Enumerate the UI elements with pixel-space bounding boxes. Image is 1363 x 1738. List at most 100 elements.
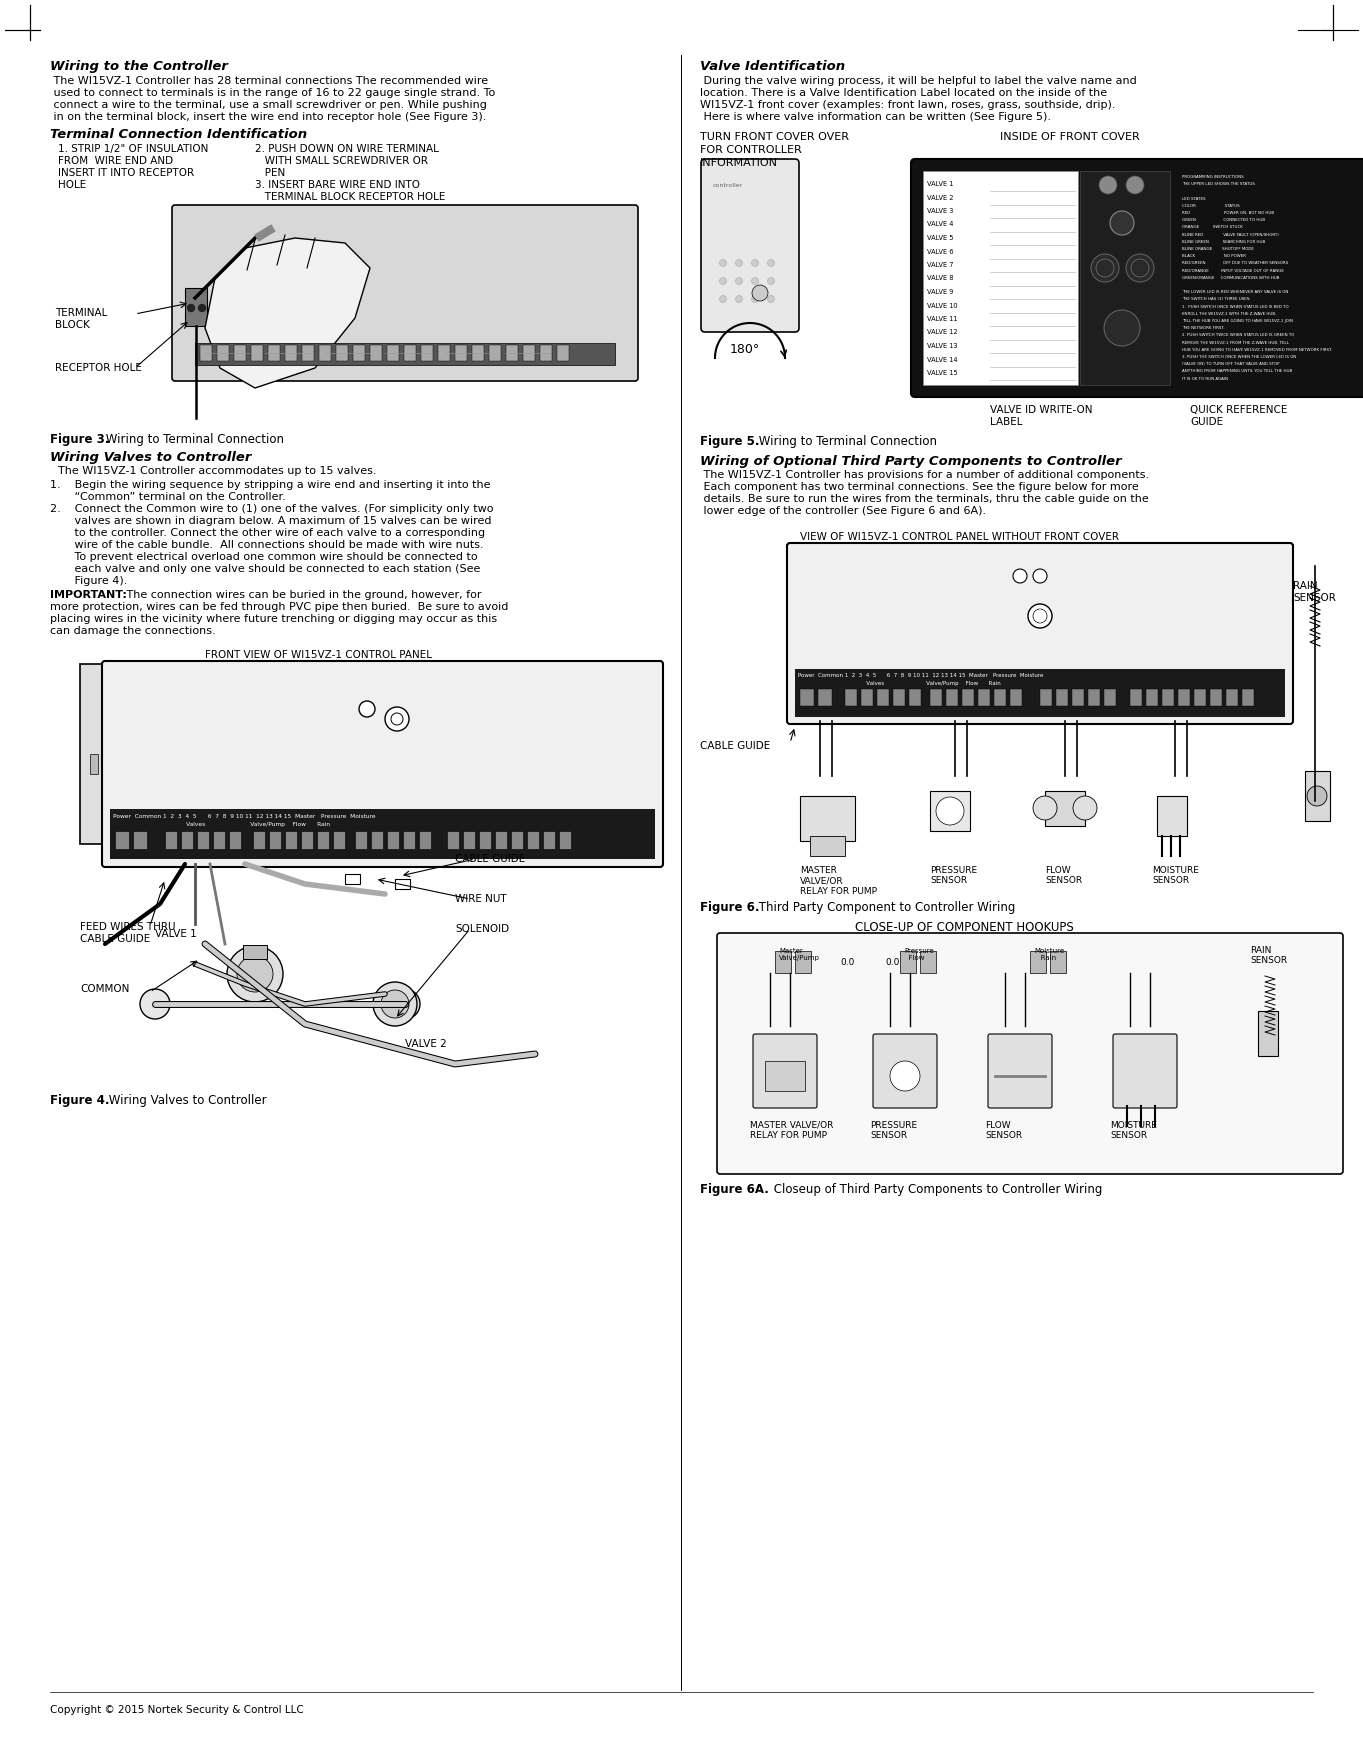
Text: TELL THE HUB YOU ARE GOING TO HAVE WI15VZ-1 JOIN: TELL THE HUB YOU ARE GOING TO HAVE WI15V… xyxy=(1182,320,1293,323)
Circle shape xyxy=(1028,605,1052,627)
Text: PRESSURE
SENSOR: PRESSURE SENSOR xyxy=(930,866,977,885)
Circle shape xyxy=(1013,568,1026,582)
Bar xyxy=(489,346,502,362)
Text: placing wires in the vicinity where future trenching or digging may occur as thi: placing wires in the vicinity where futu… xyxy=(50,614,497,624)
Bar xyxy=(395,879,410,890)
Text: ENROLL THE WI15VZ-1 WITH THE Z-WAVE HUB.: ENROLL THE WI15VZ-1 WITH THE Z-WAVE HUB. xyxy=(1182,311,1276,316)
Text: VALVE 5: VALVE 5 xyxy=(927,235,954,242)
Bar xyxy=(110,808,656,859)
Circle shape xyxy=(358,700,375,718)
Bar xyxy=(540,346,552,362)
Text: VALVE 1: VALVE 1 xyxy=(155,930,196,939)
Text: VALVE 3: VALVE 3 xyxy=(927,209,953,214)
Bar xyxy=(463,831,474,848)
Bar xyxy=(1056,688,1069,706)
Bar xyxy=(495,831,507,848)
Text: IT IS OK TO RUN AGAIN: IT IS OK TO RUN AGAIN xyxy=(1182,377,1228,381)
Bar xyxy=(195,342,615,365)
Text: LABEL: LABEL xyxy=(990,417,1022,428)
Circle shape xyxy=(736,259,743,266)
Bar xyxy=(810,836,845,857)
Text: wire of the cable bundle.  All connections should be made with wire nuts.: wire of the cable bundle. All connection… xyxy=(50,541,484,549)
Text: RED/ORANGE          INPUT VOLTAGE OUT OF RANGE: RED/ORANGE INPUT VOLTAGE OUT OF RANGE xyxy=(1182,269,1284,273)
Text: CABLE GUIDE: CABLE GUIDE xyxy=(80,933,150,944)
Circle shape xyxy=(736,278,743,285)
Circle shape xyxy=(188,304,195,311)
Bar xyxy=(285,831,297,848)
Text: BLINK RED                VALVE FAULT (OPEN/SHORT): BLINK RED VALVE FAULT (OPEN/SHORT) xyxy=(1182,233,1278,236)
Bar xyxy=(301,831,313,848)
Text: The WI15VZ-1 Controller has 28 terminal connections The recommended wire: The WI15VZ-1 Controller has 28 terminal … xyxy=(50,76,488,85)
Bar xyxy=(542,831,555,848)
Bar xyxy=(930,688,942,706)
Bar xyxy=(1050,951,1066,973)
Text: PRESSURE
SENSOR: PRESSURE SENSOR xyxy=(870,1121,917,1140)
Text: Valves                        Valve/Pump    Flow      Rain: Valves Valve/Pump Flow Rain xyxy=(797,681,1000,687)
Bar xyxy=(213,831,225,848)
Bar xyxy=(1079,170,1169,386)
Text: RED/GREEN              OFF DUE TO WEATHER SENSORS: RED/GREEN OFF DUE TO WEATHER SENSORS xyxy=(1182,261,1288,266)
Circle shape xyxy=(890,1060,920,1091)
Bar xyxy=(229,831,241,848)
Bar xyxy=(1225,688,1238,706)
Circle shape xyxy=(1033,568,1047,582)
Bar xyxy=(795,669,1285,718)
Circle shape xyxy=(751,278,758,285)
Text: BLINK GREEN           SEARCHING FOR HUB: BLINK GREEN SEARCHING FOR HUB xyxy=(1182,240,1265,243)
Bar xyxy=(181,831,194,848)
FancyBboxPatch shape xyxy=(988,1034,1052,1109)
Bar xyxy=(134,831,147,848)
Bar xyxy=(403,346,416,362)
Text: VALVE 1: VALVE 1 xyxy=(927,181,953,188)
Text: used to connect to terminals is in the range of 16 to 22 gauge single strand. To: used to connect to terminals is in the r… xyxy=(50,89,495,97)
Bar xyxy=(114,831,129,848)
Bar xyxy=(1146,688,1159,706)
Bar xyxy=(243,945,267,959)
Circle shape xyxy=(1104,309,1139,346)
Text: Pressure
  Flow: Pressure Flow xyxy=(904,947,934,961)
FancyBboxPatch shape xyxy=(752,1034,816,1109)
Circle shape xyxy=(1126,254,1154,282)
Circle shape xyxy=(1109,210,1134,235)
Text: VALVE 15: VALVE 15 xyxy=(927,370,958,375)
Text: 3. INSERT BARE WIRE END INTO: 3. INSERT BARE WIRE END INTO xyxy=(255,181,420,189)
Text: CLOSE-UP OF COMPONENT HOOKUPS: CLOSE-UP OF COMPONENT HOOKUPS xyxy=(855,921,1074,933)
Bar xyxy=(303,346,313,362)
Text: Wiring of Optional Third Party Components to Controller: Wiring of Optional Third Party Component… xyxy=(701,455,1122,468)
Bar xyxy=(269,346,279,362)
Text: 2. PUSH DOWN ON WIRE TERMINAL: 2. PUSH DOWN ON WIRE TERMINAL xyxy=(255,144,439,155)
Bar xyxy=(994,688,1006,706)
Text: valves are shown in diagram below. A maximum of 15 valves can be wired: valves are shown in diagram below. A max… xyxy=(50,516,492,527)
Bar xyxy=(200,346,213,362)
Text: INSERT IT INTO RECEPTOR: INSERT IT INTO RECEPTOR xyxy=(59,169,194,177)
Bar xyxy=(979,688,990,706)
Text: To prevent electrical overload one common wire should be connected to: To prevent electrical overload one commo… xyxy=(50,553,477,561)
Bar xyxy=(1104,688,1116,706)
Circle shape xyxy=(237,956,273,992)
Bar xyxy=(254,831,264,848)
Circle shape xyxy=(767,259,774,266)
Text: details. Be sure to run the wires from the terminals, thru the cable guide on th: details. Be sure to run the wires from t… xyxy=(701,494,1149,504)
Text: “Common” terminal on the Controller.: “Common” terminal on the Controller. xyxy=(50,492,286,502)
Text: QUICK REFERENCE: QUICK REFERENCE xyxy=(1190,405,1288,415)
Text: CABLE GUIDE: CABLE GUIDE xyxy=(701,740,770,751)
Text: VIEW OF WI15VZ-1 CONTROL PANEL WITHOUT FRONT COVER: VIEW OF WI15VZ-1 CONTROL PANEL WITHOUT F… xyxy=(800,532,1119,542)
Text: WI15VZ-1 front cover (examples: front lawn, roses, grass, southside, drip).: WI15VZ-1 front cover (examples: front la… xyxy=(701,101,1115,109)
Bar xyxy=(920,951,936,973)
Text: WIRE NUT: WIRE NUT xyxy=(455,893,507,904)
Text: COMMON: COMMON xyxy=(80,984,129,994)
Text: THE SWITCH HAS (3) THREE USES:: THE SWITCH HAS (3) THREE USES: xyxy=(1182,297,1251,301)
Text: The connection wires can be buried in the ground, however, for: The connection wires can be buried in th… xyxy=(123,589,481,600)
Text: FOR CONTROLLER: FOR CONTROLLER xyxy=(701,144,801,155)
Text: (VALVE ON) TO TURN OFF THAT VALVE AND STOP: (VALVE ON) TO TURN OFF THAT VALVE AND ST… xyxy=(1182,362,1280,367)
Bar xyxy=(1178,170,1358,386)
Text: HOLE: HOLE xyxy=(59,181,86,189)
Text: CABLE GUIDE: CABLE GUIDE xyxy=(455,853,525,864)
Circle shape xyxy=(228,945,284,1003)
Bar xyxy=(387,831,399,848)
Text: During the valve wiring process, it will be helpful to label the valve name and: During the valve wiring process, it will… xyxy=(701,76,1137,85)
Text: INFORMATION: INFORMATION xyxy=(701,158,778,169)
Bar xyxy=(371,831,383,848)
Text: The WI15VZ-1 Controller has provisions for a number of additional components.: The WI15VZ-1 Controller has provisions f… xyxy=(701,469,1149,480)
Text: MOISTURE
SENSOR: MOISTURE SENSOR xyxy=(1152,866,1199,885)
